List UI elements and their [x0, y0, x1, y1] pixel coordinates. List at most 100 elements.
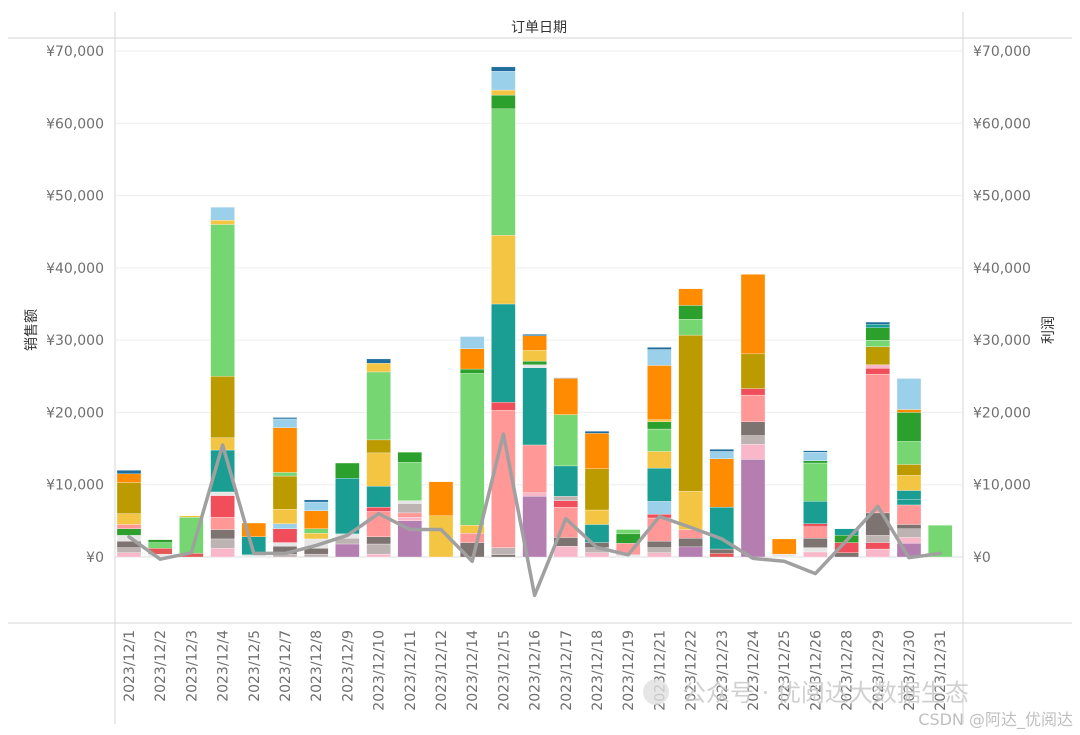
bar-segment	[210, 219, 235, 225]
bar-segment	[584, 468, 610, 511]
bar-segment	[584, 431, 610, 434]
bar-segment	[553, 377, 578, 379]
bar-segment	[647, 540, 672, 548]
bar-segment	[522, 444, 547, 493]
bar-segment	[865, 548, 890, 558]
bar-segment	[803, 450, 828, 453]
bar-stack-2023/12/26	[803, 450, 828, 558]
bar-segment	[522, 335, 547, 351]
bar-segment	[366, 536, 391, 545]
bar-segment	[709, 553, 734, 558]
bar-segment	[366, 543, 391, 555]
bar-segment	[803, 538, 828, 548]
bar-segment	[491, 547, 516, 555]
bar-segment	[210, 491, 235, 496]
bar-segment	[616, 529, 641, 535]
chart-frame	[8, 12, 1072, 724]
right-tick-label: ¥0	[973, 550, 991, 566]
left-tick-label: ¥60,000	[46, 116, 104, 132]
bar-segment	[740, 444, 766, 460]
bar-segment	[460, 373, 485, 526]
watermark-line1: 公众号 · 优阅达大数据生态	[682, 679, 969, 707]
x-axis-ticks: 2023/12/1 2023/12/2 2023/12/3 2023/12/4 2023…	[122, 630, 949, 711]
bar-stack-2023/12/4	[210, 206, 235, 558]
bar-segment	[647, 419, 672, 422]
bar-segment	[740, 388, 766, 396]
bar-segment	[772, 553, 797, 558]
x-tick-label: 2023/12/7	[278, 630, 294, 702]
bar-segment	[304, 501, 329, 511]
right-tick-label: ¥60,000	[973, 116, 1031, 132]
bar-segment	[647, 365, 672, 420]
bar-segment	[366, 506, 391, 512]
right-axis-ticks: ¥0 ¥10,000 ¥20,000 ¥30,000 ¥40,000 ¥50,000 ¥60…	[973, 44, 1031, 566]
bar-segment	[647, 349, 672, 366]
profit-line-layer	[127, 432, 942, 598]
bar-segment	[272, 427, 298, 473]
bar-segment	[522, 492, 547, 497]
bar-segment	[272, 509, 298, 524]
x-tick-label: 2023/12/5	[247, 630, 263, 702]
bar-segment	[397, 452, 422, 463]
bar-stack-2023/12/30	[896, 378, 922, 558]
bar-segment	[304, 532, 329, 540]
bar-segment	[865, 324, 890, 329]
bar-segment	[896, 528, 922, 538]
x-tick-label: 2023/12/19	[621, 630, 637, 711]
bar-segment	[397, 520, 422, 558]
right-tick-label: ¥70,000	[973, 44, 1031, 60]
bar-segment	[366, 486, 391, 508]
bar-segment	[116, 547, 142, 553]
bar-segment	[272, 542, 298, 547]
bar-segment	[678, 319, 703, 336]
bar-stack-2023/12/14	[460, 336, 485, 558]
bar-segment	[584, 552, 610, 558]
bar-segment	[304, 510, 329, 529]
bar-segment	[584, 433, 610, 469]
x-tick-label: 2023/12/9	[340, 630, 356, 702]
wechat-icon	[643, 679, 669, 705]
bar-segment	[803, 547, 828, 553]
x-tick-label: 2023/12/8	[309, 630, 325, 702]
bar-segment	[647, 421, 672, 430]
bar-segment	[491, 94, 516, 109]
bar-segment	[116, 470, 142, 475]
bar-segment	[335, 543, 360, 558]
bar-segment	[834, 528, 859, 536]
bar-stack-2023/12/29	[865, 321, 890, 558]
left-tick-label: ¥50,000	[46, 189, 104, 205]
bar-segment	[865, 368, 890, 375]
bar-segment	[241, 554, 266, 558]
bar-segment	[647, 501, 672, 515]
bar-stack-2023/12/23	[709, 449, 734, 558]
stacked-bars	[116, 66, 953, 558]
x-tick-label: 2023/12/4	[216, 630, 232, 702]
bar-segment	[865, 321, 890, 325]
right-tick-label: ¥30,000	[973, 333, 1031, 349]
bar-segment	[865, 542, 890, 550]
bar-segment	[803, 551, 828, 558]
bar-segment	[896, 412, 922, 442]
bar-segment	[210, 376, 235, 438]
bar-segment	[896, 475, 922, 491]
bar-segment	[210, 538, 235, 549]
bar-segment	[491, 402, 516, 411]
left-tick-label: ¥10,000	[46, 478, 104, 494]
bar-segment	[803, 460, 828, 464]
bar-segment	[116, 524, 142, 529]
bar-segment	[865, 327, 890, 341]
bar-stack-2023/12/17	[553, 377, 578, 558]
bar-segment	[522, 334, 547, 336]
bar-segment	[896, 524, 922, 529]
bar-segment	[460, 368, 485, 374]
bar-segment	[460, 336, 485, 349]
right-tick-label: ¥50,000	[973, 189, 1031, 205]
bar-segment	[896, 504, 922, 525]
bar-segment	[709, 451, 734, 459]
bar-segment	[553, 500, 578, 508]
bar-segment	[148, 539, 173, 543]
bar-stack-2023/12/22	[678, 288, 703, 558]
bar-stack-2023/12/12	[428, 481, 454, 558]
bar-segment	[366, 553, 391, 558]
bar-segment	[678, 288, 703, 306]
